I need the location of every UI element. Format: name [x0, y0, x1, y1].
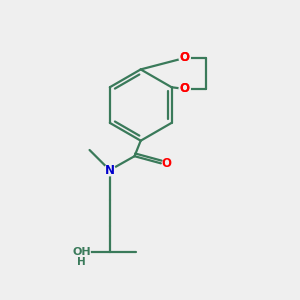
Text: H: H [77, 257, 86, 267]
Text: O: O [161, 157, 171, 170]
Circle shape [104, 165, 115, 176]
Circle shape [76, 245, 90, 259]
Text: OH: OH [73, 247, 91, 257]
Text: O: O [180, 82, 190, 95]
Text: N: N [105, 164, 115, 177]
Circle shape [179, 52, 190, 64]
Circle shape [179, 83, 190, 94]
Text: O: O [180, 51, 190, 64]
Text: O: O [180, 51, 190, 64]
Text: O: O [180, 82, 190, 95]
